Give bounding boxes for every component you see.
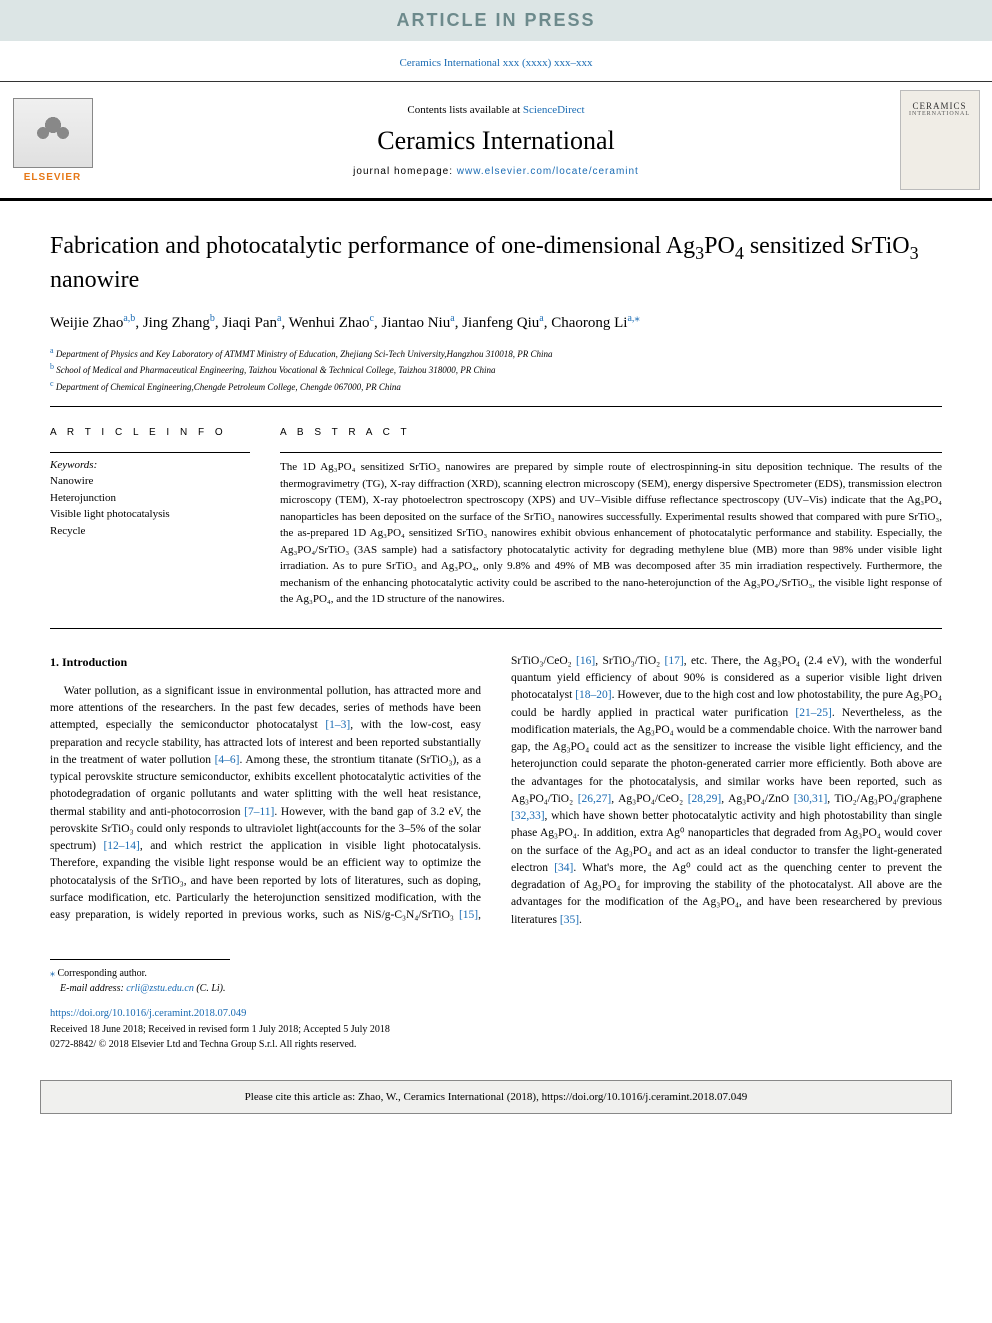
- doi-line: https://doi.org/10.1016/j.ceramint.2018.…: [50, 1006, 942, 1022]
- journal-cover-cell: CERAMICS INTERNATIONAL: [887, 82, 992, 198]
- ref-link[interactable]: [34]: [554, 862, 573, 874]
- author-affil-sup: c: [370, 313, 374, 324]
- corresponding-author: ⁎ Corresponding author.: [50, 966, 942, 981]
- rule-below-abstract: [50, 628, 942, 629]
- ref-link[interactable]: [21–25]: [795, 707, 831, 719]
- ref-link[interactable]: [12–14]: [103, 840, 139, 852]
- ref-link[interactable]: [16]: [576, 655, 595, 667]
- journal-name: Ceramics International: [105, 126, 887, 156]
- ref-link[interactable]: [26,27]: [578, 793, 612, 805]
- elsevier-tree-icon: [13, 98, 93, 168]
- author: Wenhui Zhaoc: [289, 315, 374, 331]
- author-affil-sup: a,b: [123, 313, 135, 324]
- affiliations: a Department of Physics and Key Laborato…: [50, 345, 942, 395]
- cover-title-1: CERAMICS: [912, 101, 966, 111]
- footer: ⁎ Corresponding author. E-mail address: …: [0, 949, 992, 1066]
- journal-cover-thumb: CERAMICS INTERNATIONAL: [900, 90, 980, 190]
- keyword: Recycle: [50, 523, 250, 540]
- footer-rule: [50, 959, 230, 960]
- abstract-label: A B S T R A C T: [280, 427, 942, 438]
- corresponding-mark: ⁎: [634, 312, 640, 324]
- rule-above-abstract: [50, 406, 942, 407]
- author-affil-sup: b: [210, 313, 215, 324]
- citation-box: Please cite this article as: Zhao, W., C…: [40, 1080, 952, 1114]
- author-affil-sup: a: [450, 313, 454, 324]
- doi-link[interactable]: https://doi.org/10.1016/j.ceramint.2018.…: [50, 1008, 246, 1019]
- body-columns: 1. Introduction Water pollution, as a si…: [50, 653, 942, 929]
- abstract-text: The 1D Ag₃PO₄ sensitized SrTiO₃ nanowire…: [280, 459, 942, 608]
- ref-link[interactable]: [32,33]: [511, 810, 545, 822]
- banner-text: ARTICLE IN PRESS: [396, 10, 595, 30]
- email-link[interactable]: crli@zstu.edu.cn: [126, 983, 194, 994]
- ref-link[interactable]: [30,31]: [794, 793, 828, 805]
- keyword: Nanowire: [50, 473, 250, 490]
- affiliation: c Department of Chemical Engineering,Che…: [50, 378, 942, 395]
- abstract-column: A B S T R A C T The 1D Ag₃PO₄ sensitized…: [280, 427, 942, 608]
- ref-link[interactable]: [28,29]: [688, 793, 722, 805]
- article-in-press-banner: ARTICLE IN PRESS: [0, 0, 992, 41]
- ref-link[interactable]: [18–20]: [575, 689, 611, 701]
- issn-line: 0272-8842/ © 2018 Elsevier Ltd and Techn…: [50, 1037, 942, 1052]
- author-affil-sup: a: [277, 313, 281, 324]
- author: Jiaqi Pana: [222, 315, 281, 331]
- author: Jiantao Niua: [381, 315, 454, 331]
- received-line: Received 18 June 2018; Received in revis…: [50, 1022, 942, 1037]
- masthead-center: Contents lists available at ScienceDirec…: [105, 82, 887, 198]
- affiliation: b School of Medical and Pharmaceutical E…: [50, 361, 942, 378]
- article-info-label: A R T I C L E I N F O: [50, 427, 250, 438]
- intro-paragraph: Water pollution, as a significant issue …: [50, 653, 942, 929]
- ref-link[interactable]: [35]: [560, 914, 579, 926]
- email-line: E-mail address: crli@zstu.edu.cn (C. Li)…: [50, 981, 942, 996]
- keyword: Visible light photocatalysis: [50, 506, 250, 523]
- ref-link[interactable]: [7–11]: [244, 806, 274, 818]
- ref-link[interactable]: [4–6]: [215, 754, 240, 766]
- homepage-link[interactable]: www.elsevier.com/locate/ceramint: [457, 166, 639, 177]
- homepage-line: journal homepage: www.elsevier.com/locat…: [105, 166, 887, 177]
- author: Jianfeng Qiua: [462, 315, 544, 331]
- publisher-logo-cell: ELSEVIER: [0, 82, 105, 198]
- cover-title-2: INTERNATIONAL: [909, 111, 970, 117]
- ref-link[interactable]: [17]: [665, 655, 684, 667]
- journal-ref-link[interactable]: Ceramics International xxx (xxxx) xxx–xx…: [399, 57, 592, 69]
- ref-link[interactable]: [15]: [459, 909, 478, 921]
- intro-heading: 1. Introduction: [50, 653, 481, 671]
- journal-reference: Ceramics International xxx (xxxx) xxx–xx…: [0, 41, 992, 81]
- sciencedirect-link[interactable]: ScienceDirect: [523, 104, 585, 116]
- homepage-prefix: journal homepage:: [353, 166, 457, 177]
- masthead: ELSEVIER Contents lists available at Sci…: [0, 81, 992, 201]
- article-info-column: A R T I C L E I N F O Keywords: Nanowire…: [50, 427, 250, 608]
- article-body: Fabrication and photocatalytic performan…: [0, 201, 992, 949]
- author-affil-sup: a: [539, 313, 543, 324]
- abstract-rule: [280, 452, 942, 453]
- author: Chaorong Lia,⁎: [551, 315, 640, 331]
- keyword: Heterojunction: [50, 490, 250, 507]
- contents-line: Contents lists available at ScienceDirec…: [105, 104, 887, 116]
- info-rule: [50, 452, 250, 453]
- info-abstract-row: A R T I C L E I N F O Keywords: Nanowire…: [50, 413, 942, 622]
- keywords-list: NanowireHeterojunctionVisible light phot…: [50, 473, 250, 539]
- affiliation: a Department of Physics and Key Laborato…: [50, 345, 942, 362]
- article-title: Fabrication and photocatalytic performan…: [50, 231, 942, 296]
- keywords-heading: Keywords:: [50, 459, 250, 471]
- author: Jing Zhangb: [143, 315, 215, 331]
- author: Weijie Zhaoa,b: [50, 315, 135, 331]
- contents-prefix: Contents lists available at: [407, 104, 522, 116]
- citation-text: Please cite this article as: Zhao, W., C…: [245, 1091, 748, 1103]
- authors: Weijie Zhaoa,b, Jing Zhangb, Jiaqi Pana,…: [50, 310, 942, 335]
- publisher-name: ELSEVIER: [24, 172, 81, 183]
- ref-link[interactable]: [1–3]: [325, 719, 350, 731]
